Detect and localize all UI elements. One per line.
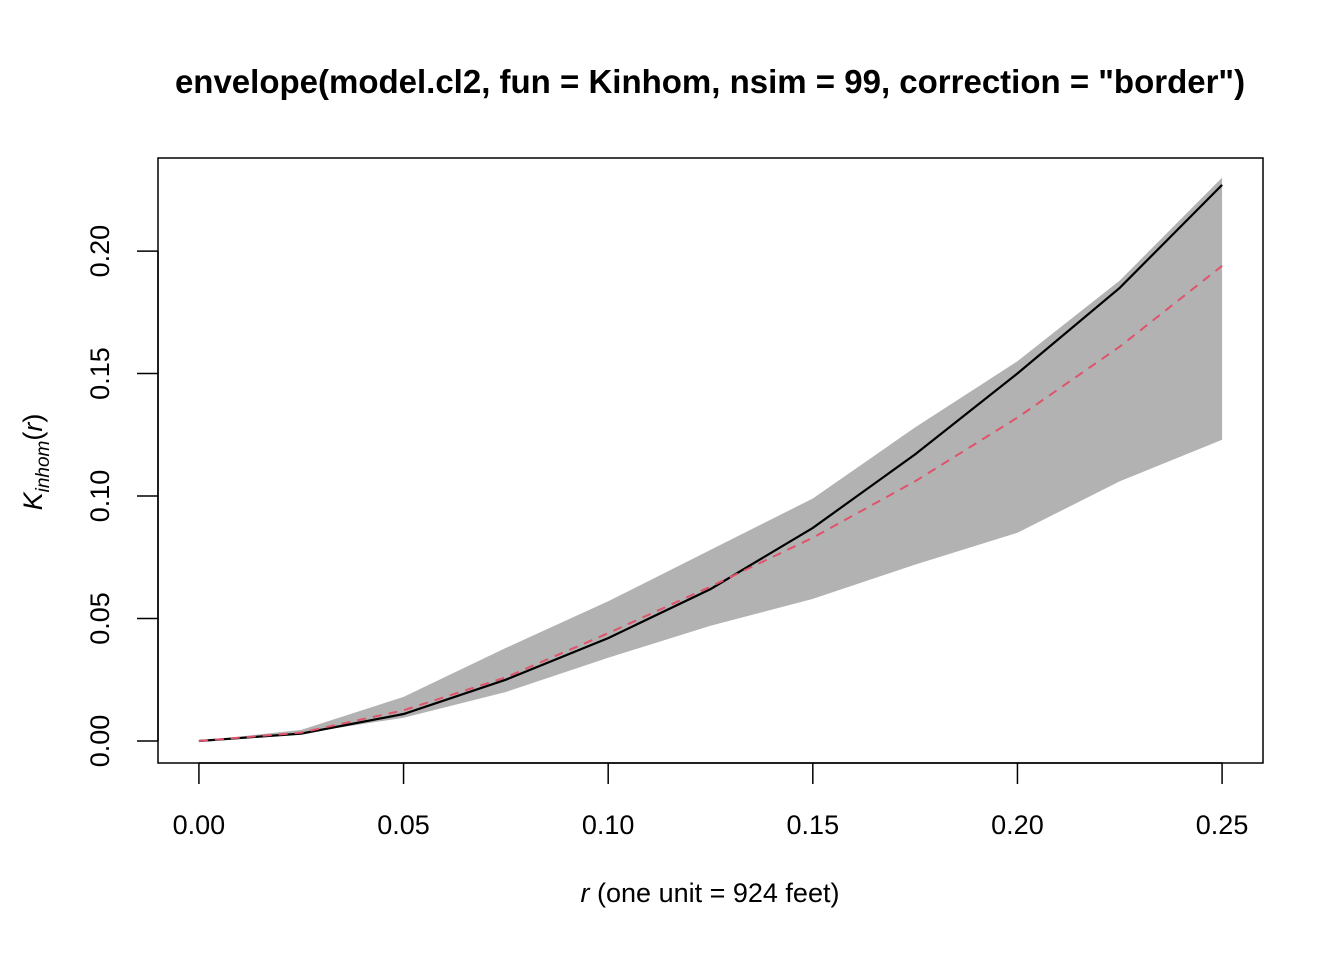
x-axis-label-variable: r bbox=[581, 878, 591, 908]
simulation-envelope-band bbox=[198, 177, 1223, 742]
x-tick-label: 0.15 bbox=[787, 810, 840, 840]
x-tick-label: 0.25 bbox=[1196, 810, 1249, 840]
y-tick-label: 0.00 bbox=[85, 715, 115, 768]
series-layer bbox=[198, 184, 1223, 743]
y-tick-label: 0.05 bbox=[85, 592, 115, 645]
x-tick-label: 0.05 bbox=[377, 810, 430, 840]
y-axis-label-variable: r bbox=[18, 422, 48, 432]
y-axis: 0.00 0.05 0.10 0.15 0.20 bbox=[85, 225, 159, 768]
plot-area bbox=[198, 177, 1223, 743]
y-tick-label: 0.10 bbox=[85, 470, 115, 523]
y-axis-label-paren-close: ) bbox=[18, 414, 48, 423]
x-axis: 0.00 0.05 0.10 0.15 0.20 0.25 bbox=[173, 762, 1249, 840]
y-axis-label-base: K bbox=[18, 491, 48, 510]
y-axis-label-paren-open: ( bbox=[18, 432, 48, 441]
x-tick-label: 0.20 bbox=[991, 810, 1044, 840]
x-tick-label: 0.00 bbox=[173, 810, 226, 840]
x-tick-label: 0.10 bbox=[582, 810, 635, 840]
y-tick-label: 0.20 bbox=[85, 225, 115, 278]
y-tick-label: 0.15 bbox=[85, 347, 115, 400]
x-axis-label: r (one unit = 924 feet) bbox=[581, 878, 840, 908]
y-axis-label: Kinhom(r) bbox=[18, 414, 54, 511]
y-axis-label-subscript: inhom bbox=[33, 441, 54, 493]
series-line-theoretical bbox=[198, 265, 1223, 742]
chart-title: envelope(model.cl2, fun = Kinhom, nsim =… bbox=[175, 63, 1245, 100]
x-axis-label-units: (one unit = 924 feet) bbox=[590, 878, 840, 908]
